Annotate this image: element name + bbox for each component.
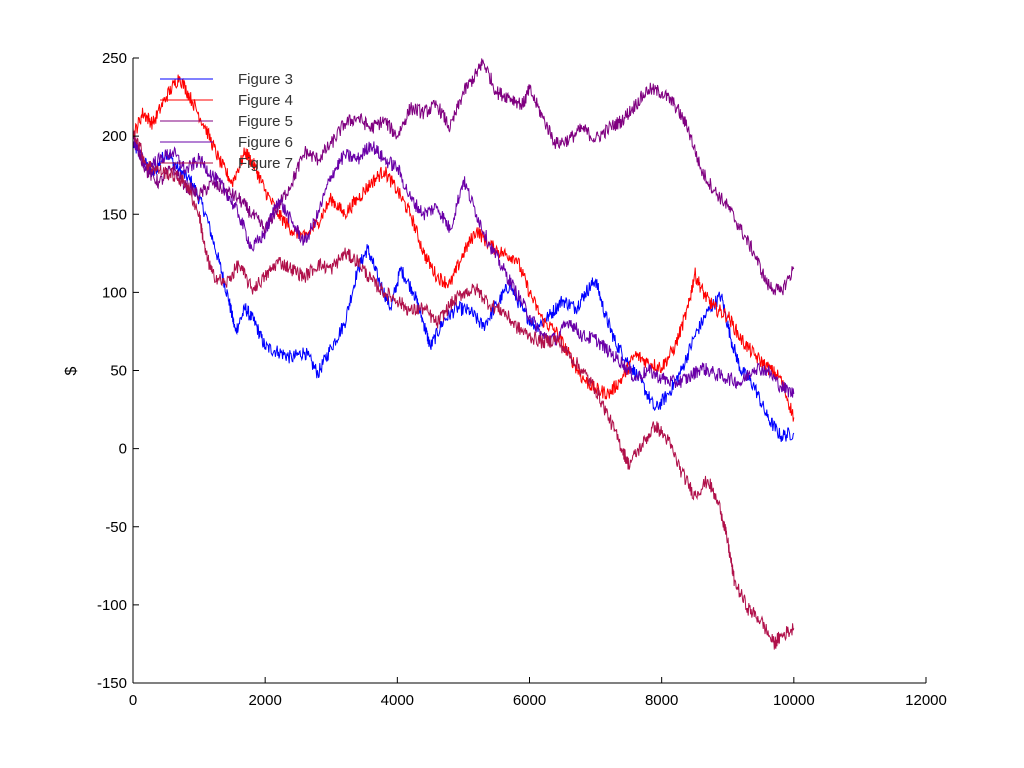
y-tick-label: -150 (97, 675, 127, 692)
legend-label: Figure 4 (238, 92, 293, 109)
y-axis-label: $ (63, 366, 80, 375)
tick-marks (132, 57, 927, 684)
y-tick-label: -100 (97, 597, 127, 614)
y-tick-label: 0 (119, 441, 127, 458)
y-tick-label: 200 (102, 128, 127, 145)
legend-label: Figure 7 (238, 155, 293, 172)
y-tick-labels: -150 -100 -50 0 50 100 150 200 250 (97, 50, 127, 692)
legend-label: Figure 6 (238, 134, 293, 151)
y-tick-label: 100 (102, 284, 127, 301)
series-line (132, 58, 795, 296)
series-line (132, 128, 795, 650)
series-layer (132, 58, 795, 650)
x-tick-label: 6000 (513, 692, 546, 709)
legend-label: Figure 3 (238, 71, 293, 88)
series-line (132, 139, 795, 442)
series-line (132, 74, 795, 422)
legend-label: Figure 5 (238, 113, 293, 130)
y-tick-label: -50 (105, 519, 127, 536)
series-line (132, 139, 795, 398)
x-tick-label: 0 (129, 692, 137, 709)
y-tick-label: 150 (102, 206, 127, 223)
x-tick-label: 4000 (381, 692, 414, 709)
legend: Figure 3 Figure 4 Figure 5 Figure 6 Figure 7 (160, 71, 293, 172)
y-tick-label: 50 (110, 363, 127, 380)
x-tick-label: 10000 (773, 692, 815, 709)
x-tick-label: 2000 (248, 692, 281, 709)
x-tick-label: 8000 (645, 692, 678, 709)
x-tick-labels: 0 2000 4000 6000 8000 10000 12000 (129, 692, 947, 709)
y-tick-label: 250 (102, 50, 127, 67)
axes (132, 58, 926, 684)
x-tick-label: 12000 (905, 692, 947, 709)
